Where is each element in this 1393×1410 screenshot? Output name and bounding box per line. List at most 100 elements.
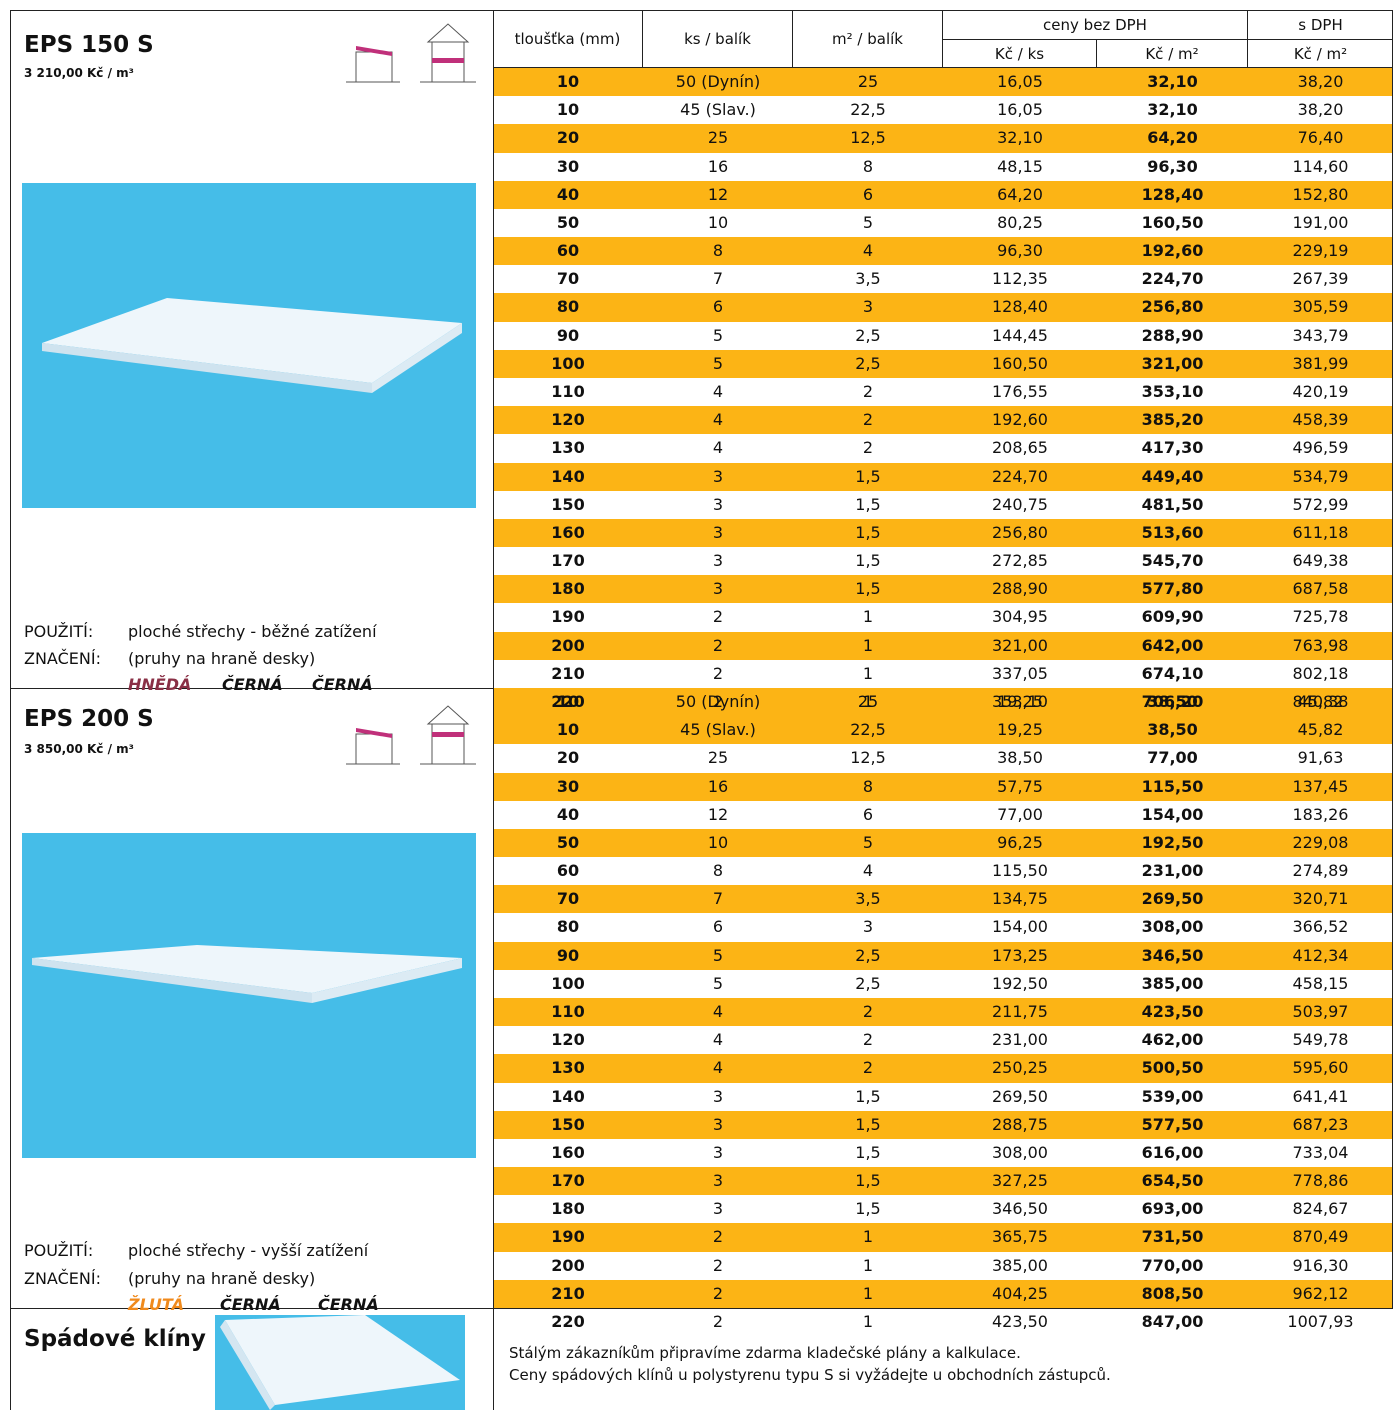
header-cell: Kč / m² [1293, 45, 1348, 63]
table-cell: 80,25 [997, 212, 1043, 232]
table-cell: 2 [712, 1227, 724, 1247]
table-cell: 12 [707, 804, 729, 824]
note: Ceny spádových klínů u polystyrenu typu … [509, 1366, 1111, 1384]
table-cell: 267,39 [1292, 269, 1349, 289]
row-band [494, 941, 1392, 970]
table-cell: 572,99 [1292, 494, 1349, 514]
table-cell: 20 [556, 128, 580, 148]
row-band [494, 124, 1392, 153]
table-cell: 50 (Dynín) [675, 72, 761, 91]
table-cell: 4 [712, 410, 724, 430]
table-cell: 229,19 [1292, 241, 1349, 261]
table-cell: 16,05 [997, 100, 1043, 120]
table-cell: 38,50 [1147, 720, 1198, 740]
table-cell: 183,26 [1292, 804, 1349, 824]
table-cell: 50 (Dynín) [675, 692, 761, 711]
border [10, 1308, 1393, 1309]
table-cell: 40 [556, 184, 580, 204]
table-cell: 130 [551, 438, 585, 458]
border [10, 10, 11, 1410]
table-cell: 8 [862, 156, 874, 176]
table-cell: 170 [551, 551, 585, 571]
table-cell: 337,05 [992, 663, 1048, 683]
table-cell: 916,30 [1292, 1255, 1349, 1275]
table-cell: 417,30 [1141, 438, 1204, 458]
product-price: 3 210,00 Kč / m³ [24, 66, 134, 80]
table-cell: 64,20 [997, 184, 1043, 204]
table-cell: 2 [712, 1283, 724, 1303]
table-cell: 16 [707, 776, 729, 796]
table-cell: 288,90 [1141, 325, 1204, 345]
table-cell: 458,15 [1292, 973, 1349, 993]
table-cell: 96,30 [1147, 156, 1198, 176]
row-band [494, 716, 1392, 745]
table-cell: 706,20 [1141, 692, 1204, 711]
header-cell: Kč / ks [943, 40, 1097, 68]
table-cell: 642,00 [1141, 635, 1204, 655]
table-cell: 90 [556, 325, 580, 345]
table-cell: 115,50 [1141, 776, 1204, 796]
row-band [494, 518, 1392, 548]
table-cell: 7 [712, 889, 724, 909]
table-cell: 687,23 [1292, 1114, 1349, 1134]
header-cell: s DPH [1248, 10, 1393, 40]
table-cell: 3 [712, 1114, 724, 1134]
table-cell: 2 [712, 635, 724, 655]
table-cell: 3 [712, 494, 724, 514]
table-cell: 5 [712, 353, 724, 373]
table-cell: 870,49 [1292, 1227, 1349, 1247]
header-cell: ceny bez DPH [943, 10, 1248, 40]
table-cell: 385,20 [1141, 410, 1204, 430]
table-cell: 353,10 [1141, 382, 1204, 401]
row-band [494, 293, 1392, 322]
table-cell: 327,25 [992, 1171, 1048, 1191]
table-cell: 2 [712, 1312, 724, 1331]
table-cell: 8 [712, 861, 724, 881]
table-cell: 240,75 [992, 494, 1048, 514]
product-image [22, 833, 476, 1158]
table-cell: 308,00 [992, 1142, 1048, 1162]
table-cell: 77,00 [1147, 748, 1198, 768]
note: Stálým zákazníkům připravíme zdarma klad… [509, 1344, 1021, 1362]
table-cell: 16 [707, 156, 729, 176]
table-cell: 80 [556, 917, 580, 937]
row-band [494, 1110, 1392, 1139]
table-cell: 114,60 [1292, 156, 1349, 176]
table-cell: 192,50 [992, 973, 1048, 993]
table-cell: 76,40 [1297, 128, 1344, 148]
table-cell: 22,5 [850, 100, 886, 120]
table-cell: 3 [862, 917, 874, 937]
border [10, 688, 494, 689]
table-cell: 824,67 [1292, 1199, 1349, 1219]
table-cell: 503,97 [1292, 1002, 1349, 1021]
marking-color: ČERNÁ [312, 675, 373, 694]
table-cell: 288,75 [992, 1114, 1048, 1134]
table-cell: 269,50 [1141, 889, 1204, 909]
table-cell: 32,10 [1147, 72, 1198, 91]
table-cell: 4 [712, 1058, 724, 1078]
table-cell: 1 [862, 1255, 874, 1275]
table-cell: 50 [556, 832, 580, 852]
table-cell: 288,90 [992, 579, 1048, 599]
table-cell: 160,50 [992, 353, 1048, 373]
product-title: EPS 200 S [24, 706, 154, 732]
usage-icons [346, 23, 476, 83]
table-cell: 170 [551, 1171, 585, 1191]
table-cell: 269,50 [992, 1086, 1048, 1106]
row-band [494, 406, 1392, 435]
row-band [494, 1054, 1392, 1083]
table-cell: 128,40 [1141, 184, 1204, 204]
marking-color: HNĚDÁ [128, 675, 192, 694]
table-cell: 321,00 [992, 635, 1048, 655]
marking-color: ČERNÁ [222, 675, 283, 694]
table-cell: 38,50 [1147, 692, 1198, 711]
row-band [494, 772, 1392, 801]
table-cell: 304,95 [992, 607, 1048, 627]
table-cell: 25 [857, 692, 879, 711]
table-cell: 32,10 [1147, 100, 1198, 120]
table-cell: 346,50 [992, 1199, 1048, 1219]
table-cell: 609,90 [1141, 607, 1204, 627]
table-cell: 10 [707, 212, 729, 232]
table-cell: 381,99 [1292, 353, 1349, 373]
